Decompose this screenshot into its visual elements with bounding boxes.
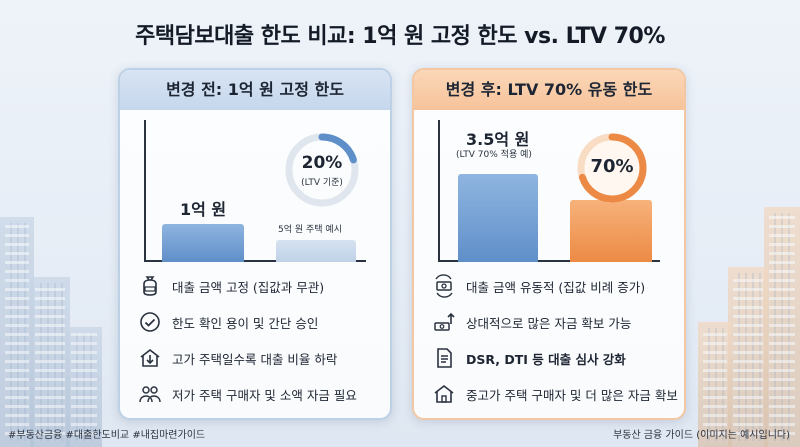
before-ratio-percent: 20%: [301, 153, 343, 173]
feature-text: 상대적으로 많은 자금 확보 가능: [466, 315, 632, 331]
before-feature-list: 대출 금액 고정 (집값과 무관) 한도 확인 용이 및 간단 승인 고가 주택…: [138, 268, 378, 412]
list-item: 저가 주택 구매자 및 소액 자금 필요: [138, 376, 378, 412]
after-loan-bar: [458, 174, 538, 262]
list-item: 대출 금액 유동적 (집값 비례 증가): [432, 268, 672, 304]
city-illustration-left: [0, 147, 120, 447]
y-axis: [438, 120, 440, 260]
after-ratio-ring: [577, 133, 647, 203]
list-item: 고가 주택일수록 대출 비율 하락: [138, 340, 378, 376]
list-item: 한도 확인 용이 및 간단 승인: [138, 304, 378, 340]
feature-text: 한도 확인 용이 및 간단 승인: [172, 315, 319, 331]
house-icon: [434, 384, 454, 403]
house-down-arrow-icon: [140, 348, 160, 367]
after-feature-list: 대출 금액 유동적 (집값 비례 증가) 상대적으로 많은 자금 확보 가능 D…: [432, 268, 678, 412]
after-ratio-percent: 70%: [590, 156, 634, 177]
feature-text: 고가 주택일수록 대출 비율 하락: [172, 351, 338, 367]
feature-text: DSR, DTI 등 대출 심사 강화: [466, 351, 626, 367]
before-panel-header: 변경 전: 1억 원 고정 한도: [120, 70, 390, 110]
list-item: 중고가 주택 구매자 및 더 많은 자금 확보: [432, 376, 678, 412]
city-illustration-right: [680, 147, 800, 447]
after-bar-sub: (LTV 70% 적용 예): [456, 150, 532, 160]
before-ratio-sub: (LTV 기준): [301, 178, 343, 188]
source-note: 부동산 금융 가이드 (이미지는 예시입니다): [613, 430, 790, 441]
list-item: 대출 금액 고정 (집값과 무관): [138, 268, 378, 304]
money-bag-icon: [143, 276, 157, 296]
x-axis: [438, 260, 660, 262]
hashtags: #부동산금융 #대출한도비교 #내집마련가이드: [8, 430, 206, 441]
after-bar-label: 3.5억 원: [466, 130, 530, 149]
feature-text: 대출 금액 유동적 (집값 비례 증가): [466, 279, 646, 295]
before-example-label: 5억 원 주택 예시: [278, 225, 342, 235]
money-cycle-icon: [435, 274, 453, 298]
check-circle-icon: [140, 312, 160, 332]
document-icon: [437, 348, 452, 368]
before-house-bar: [276, 240, 356, 262]
after-panel: 변경 후: LTV 70% 유동 한도 3.5억 원 (LTV 70% 적용 예…: [412, 68, 686, 420]
list-item: DSR, DTI 등 대출 심사 강화: [432, 340, 672, 376]
list-item: 상대적으로 많은 자금 확보 가능: [432, 304, 672, 340]
x-axis: [144, 260, 366, 262]
feature-text: 저가 주택 구매자 및 소액 자금 필요: [172, 387, 357, 403]
before-bar-label: 1억 원: [180, 200, 227, 219]
feature-text: 중고가 주택 구매자 및 더 많은 자금 확보: [466, 387, 678, 403]
before-ratio-ring: [285, 133, 359, 207]
y-axis: [144, 120, 146, 260]
before-panel: 변경 전: 1억 원 고정 한도 1억 원 5억 원 주택 예시 20% (LT…: [118, 68, 392, 420]
before-loan-bar: [162, 224, 244, 262]
after-chart: 3.5억 원 (LTV 70% 적용 예) 70%: [438, 120, 666, 265]
before-chart: 1억 원 5억 원 주택 예시 20% (LTV 기준): [144, 120, 372, 265]
money-up-icon: [434, 312, 455, 331]
page-title: 주택담보대출 한도 비교: 1억 원 고정 한도 vs. LTV 70%: [135, 24, 665, 49]
people-icon: [139, 386, 161, 403]
after-ratio-bar: [570, 200, 652, 262]
feature-text: 대출 금액 고정 (집값과 무관): [172, 279, 325, 295]
after-panel-header: 변경 후: LTV 70% 유동 한도: [414, 70, 684, 110]
